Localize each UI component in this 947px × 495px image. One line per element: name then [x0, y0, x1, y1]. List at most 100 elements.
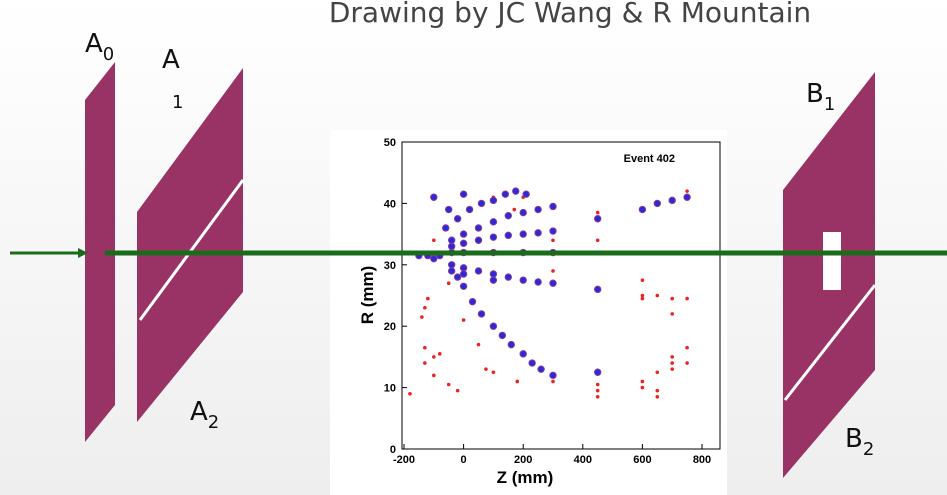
point — [595, 210, 600, 215]
point — [491, 370, 496, 375]
point — [447, 261, 456, 269]
point — [504, 273, 512, 281]
point — [594, 368, 602, 376]
point — [489, 218, 498, 226]
point — [459, 270, 468, 278]
point — [528, 359, 536, 367]
point — [477, 310, 486, 318]
point — [423, 361, 427, 365]
point — [501, 190, 510, 198]
point — [455, 388, 460, 393]
x-tick-label: 200 — [514, 454, 532, 466]
x-tick-label: 400 — [574, 454, 592, 466]
point — [489, 276, 498, 284]
point — [446, 382, 451, 387]
label-a0: A0 — [85, 29, 114, 65]
y-tick-label: 50 — [384, 137, 396, 149]
point — [474, 236, 483, 244]
plane-a1-a2 — [137, 68, 243, 422]
point — [461, 318, 466, 322]
point — [408, 391, 412, 396]
point — [447, 267, 456, 275]
point — [595, 238, 600, 243]
point — [484, 367, 488, 371]
point — [534, 278, 542, 286]
point — [474, 224, 483, 232]
x-tick-label: 800 — [693, 454, 711, 466]
point — [426, 296, 430, 301]
point — [519, 276, 527, 284]
point — [685, 361, 689, 365]
point — [459, 239, 468, 248]
gap-a — [138, 179, 245, 321]
point — [595, 395, 600, 399]
point — [512, 207, 517, 212]
point — [432, 355, 436, 359]
point — [498, 331, 507, 340]
x-tick-label: -200 — [393, 454, 415, 466]
point — [640, 385, 645, 390]
point — [459, 282, 468, 290]
point — [477, 199, 486, 208]
point — [685, 189, 689, 193]
label-a1-sub: 1 — [172, 92, 183, 113]
point — [437, 352, 442, 356]
chart-background — [330, 130, 727, 495]
point — [685, 296, 689, 301]
point — [519, 350, 527, 358]
point — [468, 297, 477, 306]
point — [549, 371, 557, 380]
y-axis-title: R (mm) — [358, 266, 377, 325]
point — [670, 296, 674, 301]
point — [465, 205, 474, 214]
slide-title: Drawing by JC Wang & R Mountain — [329, 0, 811, 29]
point — [507, 340, 515, 349]
point — [534, 229, 542, 237]
point — [537, 365, 545, 373]
label-b2: B2 — [845, 424, 874, 460]
point — [453, 273, 462, 281]
point — [430, 254, 438, 263]
y-tick-label: 0 — [390, 444, 396, 456]
point — [447, 242, 456, 251]
point — [594, 215, 602, 223]
notch-b — [823, 232, 841, 290]
point — [594, 285, 602, 294]
point — [446, 281, 451, 286]
label-a2: A2 — [190, 397, 219, 433]
point — [489, 322, 498, 330]
point — [459, 230, 468, 238]
point — [668, 196, 676, 205]
point — [549, 227, 557, 235]
point — [551, 269, 555, 273]
point — [489, 233, 498, 241]
point — [670, 367, 674, 371]
x-tick-label: 600 — [633, 454, 651, 466]
plane-a0 — [85, 62, 115, 442]
y-tick-label: 30 — [384, 260, 396, 272]
plot-frame — [401, 141, 721, 450]
y-tick-label: 10 — [384, 383, 396, 395]
point — [489, 270, 498, 278]
point — [653, 199, 661, 208]
point — [551, 379, 555, 384]
point — [595, 388, 600, 393]
point — [432, 373, 436, 378]
point — [534, 205, 542, 214]
point — [512, 187, 520, 195]
point — [670, 312, 674, 316]
point — [670, 361, 674, 365]
point — [420, 315, 424, 319]
point — [423, 305, 427, 310]
point — [453, 215, 462, 223]
point — [430, 193, 438, 201]
label-b1: B1 — [806, 79, 835, 115]
label-a1: A — [162, 45, 180, 75]
y-tick-label: 20 — [384, 321, 396, 333]
point — [445, 205, 453, 214]
point — [638, 205, 647, 214]
point — [640, 293, 645, 298]
point — [459, 190, 468, 198]
point — [519, 208, 527, 217]
point — [489, 196, 498, 205]
